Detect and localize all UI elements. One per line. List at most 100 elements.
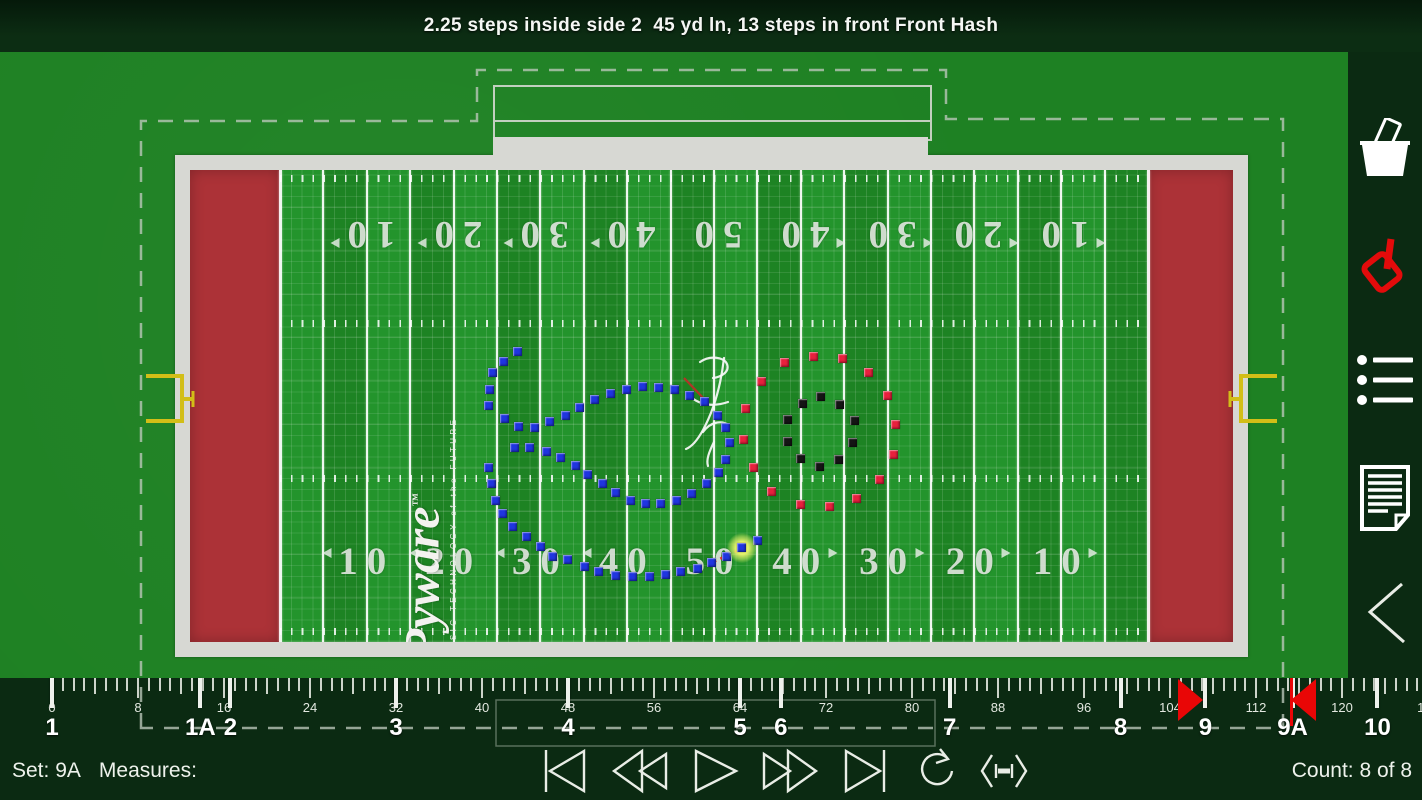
performer-dot-blue[interactable]: [645, 572, 654, 581]
performer-dot-red[interactable]: [749, 463, 758, 472]
set-label-4[interactable]: 4: [561, 714, 575, 741]
performer-dot-blue[interactable]: [571, 461, 580, 470]
performer-dot-blue[interactable]: [580, 562, 589, 571]
performer-dot-blue[interactable]: [548, 552, 557, 561]
performer-dot-blue[interactable]: [714, 468, 723, 477]
collapse-panel-button[interactable]: [1352, 580, 1418, 646]
performer-dot-blue[interactable]: [530, 423, 539, 432]
performer-dot-red[interactable]: [809, 352, 818, 361]
rewind-button[interactable]: [610, 747, 668, 795]
performer-dot-blue[interactable]: [687, 489, 696, 498]
performer-dot-blue[interactable]: [563, 555, 572, 564]
set-label-8[interactable]: 8: [1113, 714, 1128, 741]
performer-dot-blue[interactable]: [594, 567, 603, 576]
performer-dot-black[interactable]: [834, 455, 843, 464]
performer-dot-blue[interactable]: [713, 411, 722, 420]
set-tick[interactable]: [394, 678, 398, 708]
performer-dot-blue[interactable]: [641, 499, 650, 508]
performer-dot-blue[interactable]: [575, 403, 584, 412]
performer-dot-blue[interactable]: [510, 443, 519, 452]
performer-dot-blue[interactable]: [583, 470, 592, 479]
performer-dot-red[interactable]: [767, 487, 776, 496]
performer-dot-black[interactable]: [796, 454, 805, 463]
performer-dot-blue[interactable]: [685, 391, 694, 400]
set-label-1[interactable]: 1: [45, 714, 59, 741]
performer-dot-blue[interactable]: [606, 389, 615, 398]
set-tick[interactable]: [1203, 678, 1208, 708]
performer-dot-blue[interactable]: [722, 552, 731, 561]
performer-dot-red[interactable]: [875, 475, 884, 484]
performer-dot-blue[interactable]: [702, 479, 711, 488]
performer-dot-red[interactable]: [757, 377, 766, 386]
performer-dot-blue[interactable]: [661, 570, 670, 579]
performer-dot-blue[interactable]: [598, 479, 607, 488]
performer-dot-black[interactable]: [848, 438, 857, 447]
performer-dot-red[interactable]: [883, 391, 892, 400]
performer-dot-black[interactable]: [783, 437, 792, 446]
play-button[interactable]: [690, 747, 740, 795]
set-label-7[interactable]: 7: [942, 714, 957, 741]
set-label-2[interactable]: 2: [223, 714, 238, 741]
count-ruler[interactable]: 08162432404856647280889610411212012811A2…: [0, 678, 1422, 750]
performer-dot-black[interactable]: [850, 416, 859, 425]
performer-dot-red[interactable]: [852, 494, 861, 503]
performer-dot-blue[interactable]: [487, 479, 496, 488]
document-button[interactable]: [1352, 464, 1418, 532]
performer-dot-blue[interactable]: [628, 572, 637, 581]
performer-dot-blue[interactable]: [484, 463, 493, 472]
set-label-3[interactable]: 3: [389, 714, 403, 741]
performer-dot-red[interactable]: [825, 502, 834, 511]
performer-dot-blue[interactable]: [611, 571, 620, 580]
tools-basket-button[interactable]: [1352, 118, 1418, 180]
performer-dot-blue[interactable]: [499, 357, 508, 366]
set-label-10[interactable]: 10: [1364, 714, 1391, 741]
performer-dot-blue[interactable]: [484, 401, 493, 410]
performer-dot-blue[interactable]: [590, 395, 599, 404]
performer-dot-black[interactable]: [815, 462, 824, 471]
performer-dot-blue[interactable]: [488, 368, 497, 377]
performer-dot-red[interactable]: [891, 420, 900, 429]
performer-dot-blue[interactable]: [721, 455, 730, 464]
performer-dot-selected[interactable]: [737, 543, 746, 552]
performer-dot-red[interactable]: [864, 368, 873, 377]
performer-dot-blue[interactable]: [626, 496, 635, 505]
performer-dot-blue[interactable]: [522, 532, 531, 541]
fast-forward-button[interactable]: [762, 747, 820, 795]
performer-dot-blue[interactable]: [753, 536, 762, 545]
performer-dot-black[interactable]: [783, 415, 792, 424]
set-tick[interactable]: [1375, 678, 1380, 708]
set-tick[interactable]: [1118, 678, 1123, 708]
performer-dot-blue[interactable]: [545, 417, 554, 426]
performer-dot-blue[interactable]: [514, 422, 523, 431]
performer-dot-blue[interactable]: [513, 347, 522, 356]
performer-dot-red[interactable]: [741, 404, 750, 413]
play-range-start-marker[interactable]: [1178, 679, 1204, 721]
performer-dot-blue[interactable]: [725, 438, 734, 447]
performer-dot-blue[interactable]: [508, 522, 517, 531]
performer-dot-blue[interactable]: [500, 414, 509, 423]
performer-dot-blue[interactable]: [498, 509, 507, 518]
performer-dot-black[interactable]: [798, 399, 807, 408]
performer-dot-black[interactable]: [816, 392, 825, 401]
performer-dot-blue[interactable]: [638, 382, 647, 391]
set-tick[interactable]: [566, 678, 570, 708]
performer-dot-blue[interactable]: [542, 447, 551, 456]
performer-dot-blue[interactable]: [536, 542, 545, 551]
performer-dot-blue[interactable]: [721, 423, 730, 432]
set-tick[interactable]: [778, 678, 783, 708]
set-label-1A[interactable]: 1A: [185, 714, 216, 741]
performer-dot-blue[interactable]: [693, 564, 702, 573]
performer-dot-blue[interactable]: [700, 397, 709, 406]
performer-dot-blue[interactable]: [676, 567, 685, 576]
performer-dot-blue[interactable]: [561, 411, 570, 420]
performer-dot-red[interactable]: [838, 354, 847, 363]
performer-dot-blue[interactable]: [670, 385, 679, 394]
set-tick[interactable]: [198, 678, 203, 708]
performer-dot-blue[interactable]: [485, 385, 494, 394]
performer-dot-blue[interactable]: [556, 453, 565, 462]
set-tick[interactable]: [947, 678, 952, 708]
set-tick[interactable]: [738, 678, 742, 708]
play-range-end-marker[interactable]: [1291, 679, 1317, 721]
performer-dot-blue[interactable]: [707, 558, 716, 567]
performer-dot-blue[interactable]: [656, 499, 665, 508]
